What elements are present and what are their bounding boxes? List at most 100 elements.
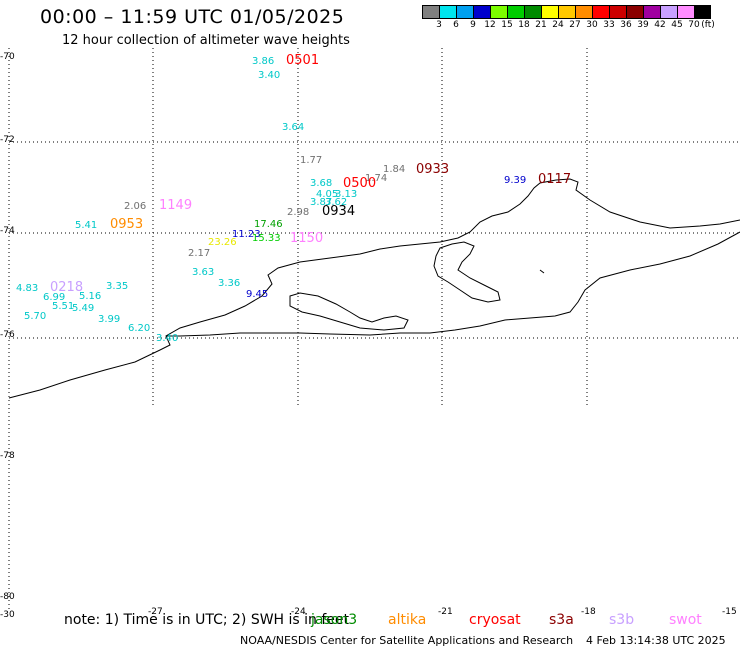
wave-height-value: 1.74 [365, 173, 388, 184]
color-scale-label: 30 [586, 20, 598, 30]
units-note: note: 1) Time is in UTC; 2) SWH is in fe… [64, 612, 350, 628]
wave-height-value: 3.63 [192, 267, 215, 278]
wave-height-value: 3.87 [310, 197, 333, 208]
latitude-label: -74 [0, 226, 15, 236]
color-scale-label: 3 [436, 20, 442, 30]
longitude-label: -15 [722, 607, 737, 617]
color-scale-label: 33 [603, 20, 615, 30]
color-scale-label: 45 [671, 20, 683, 30]
wave-height-value: 2.06 [124, 201, 147, 212]
map-title: 00:00 – 11:59 UTC 01/05/2025 [40, 6, 345, 28]
longitude-label: -18 [581, 607, 596, 617]
color-swatch [524, 5, 541, 19]
wave-height-value: 5.51 [52, 301, 75, 312]
wave-height-value: 9.39 [504, 175, 527, 186]
coastline [8, 178, 740, 399]
color-swatch [626, 5, 643, 19]
wave-height-value: 1.77 [300, 155, 323, 166]
credit-line: NOAA/NESDIS Center for Satellite Applica… [240, 634, 574, 647]
map-subtitle: 12 hour collection of altimeter wave hei… [62, 33, 350, 48]
wave-height-value: 3.64 [282, 122, 305, 133]
color-swatch [422, 5, 439, 19]
wave-height-value: 6.20 [128, 323, 151, 334]
wave-height-value: 5.49 [72, 303, 95, 314]
color-scale-label: 12 [484, 20, 496, 30]
wave-height-value: 4.83 [16, 283, 39, 294]
pass-time-label: 0953 [110, 217, 144, 232]
color-swatch [507, 5, 524, 19]
legend-s3b: s3b [609, 612, 635, 628]
color-swatch [439, 5, 456, 19]
wave-height-value: 17.46 [254, 219, 283, 230]
wave-height-value: 2.17 [188, 248, 211, 259]
color-swatch [473, 5, 490, 19]
pass-time-label: 1150 [290, 231, 324, 246]
wave-height-value: 15.33 [252, 233, 281, 244]
pass-time-label: 0933 [416, 162, 450, 177]
wave-height-value: 3.62 [325, 197, 348, 208]
color-scale-bar [422, 5, 711, 19]
pass-time-label: 0934 [322, 204, 356, 219]
wave-height-value: 3.86 [252, 56, 275, 67]
wave-height-value: 6.99 [43, 292, 66, 303]
wave-height-value: 23.26 [208, 237, 237, 248]
pass-time-label: 0501 [286, 53, 320, 68]
wave-height-value: 1.84 [383, 164, 406, 175]
longitude-label: -27 [148, 607, 163, 617]
pass-time-label: 0117 [538, 172, 572, 187]
wave-height-value: 3.68 [310, 178, 333, 189]
color-swatch [456, 5, 473, 19]
color-swatch [677, 5, 694, 19]
latitude-label: -30 [0, 610, 15, 620]
color-scale-label: 42 [654, 20, 666, 30]
color-swatch [609, 5, 626, 19]
legend-s3a: s3a [549, 612, 574, 628]
color-scale-unit: (ft) [701, 20, 715, 30]
generated-timestamp: 4 Feb 13:14:38 UTC 2025 [586, 634, 726, 647]
legend-cryosat: cryosat [469, 612, 521, 628]
color-scale-label: 15 [501, 20, 513, 30]
color-scale-labels: 3 6 9 12 15 18 21 24 27 30 33 36 39 42 45 70 (ft) [422, 20, 740, 32]
color-scale-label: 36 [620, 20, 632, 30]
wave-height-value: 3.40 [156, 333, 179, 344]
color-swatch [592, 5, 609, 19]
wave-height-value: 3.40 [258, 70, 281, 81]
color-swatch [541, 5, 558, 19]
color-scale-label: 21 [535, 20, 547, 30]
wave-height-value: 11.23 [232, 229, 261, 240]
longitude-label: -21 [438, 607, 453, 617]
graticule [8, 48, 740, 610]
color-scale-label: 18 [518, 20, 530, 30]
wave-height-value: 4.05 [316, 189, 339, 200]
color-scale-label: 24 [552, 20, 564, 30]
legend-altika: altika [388, 612, 427, 628]
latitude-label: -70 [0, 52, 15, 62]
color-swatch [694, 5, 711, 19]
pass-time-label: 0218 [50, 280, 84, 295]
latitude-label: -80 [0, 592, 15, 602]
color-scale-label: 6 [453, 20, 459, 30]
wave-height-value: 3.99 [98, 314, 121, 325]
color-swatch [575, 5, 592, 19]
legend-jason3: jason3 [311, 612, 358, 628]
color-scale-label: 39 [637, 20, 649, 30]
color-swatch [643, 5, 660, 19]
wave-height-value: 3.35 [106, 281, 129, 292]
color-scale-label: 9 [470, 20, 476, 30]
latitude-label: -76 [0, 330, 15, 340]
wave-height-value: 3.36 [218, 278, 241, 289]
color-scale-label: 70 [688, 20, 700, 30]
wave-height-value: 2.98 [287, 207, 310, 218]
color-swatch [558, 5, 575, 19]
color-swatch [660, 5, 677, 19]
color-scale-label: 27 [569, 20, 581, 30]
longitude-label: -24 [291, 607, 306, 617]
wave-height-value: 9.45 [246, 289, 269, 300]
wave-height-value: 5.70 [24, 311, 47, 322]
wave-height-value: 5.16 [79, 291, 102, 302]
wave-height-value: 3.13 [335, 189, 358, 200]
color-swatch [490, 5, 507, 19]
wave-height-value: 5.41 [75, 220, 98, 231]
latitude-label: -78 [0, 451, 15, 461]
